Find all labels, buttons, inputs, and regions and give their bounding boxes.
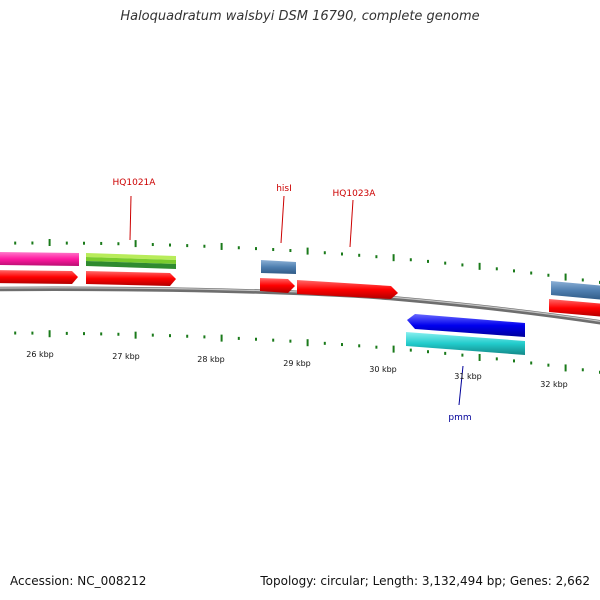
scale-label-29: 29 kbp [283,359,311,368]
gene-label-hq1023a: HQ1023A [333,189,377,199]
gene-red-arrow-2[interactable] [86,271,176,286]
tick-row-top [14,239,600,284]
genome-summary-text: Topology: circular; Length: 3,132,494 bp… [260,574,590,588]
scale-label-27: 27 kbp [112,352,140,361]
scale-label-30: 30 kbp [369,365,397,374]
gene-blue-arrow[interactable] [407,314,525,337]
gene-label-pmm: pmm [448,413,471,423]
gene-steelblue-1[interactable] [261,260,296,274]
gene-label-hq1021a: HQ1021A [113,178,157,188]
gene-steelblue-2[interactable] [551,281,600,300]
gene-pmm-cyan[interactable] [406,332,525,355]
gene-red-arrow-1[interactable] [0,270,78,284]
gene-hq1021a-stack[interactable] [86,253,176,269]
gene-hisi-arrow[interactable] [260,278,295,293]
accession-text: Accession: NC_008212 [10,574,147,588]
scale-label-32: 32 kbp [540,380,568,389]
scale-label-26: 26 kbp [26,350,54,359]
gene-red-bar-3[interactable] [549,299,600,317]
scale-label-31: 31 kbp [454,372,482,381]
gene-hq1023a-arrow[interactable] [297,280,398,299]
scale-label-28: 28 kbp [197,355,225,364]
gene-magenta-1[interactable] [0,252,79,266]
tick-row-bottom [14,330,600,374]
map-title: Haloquadratum walsbyi DSM 16790, complet… [120,9,480,24]
gene-label-hisi: hisI [276,184,292,194]
